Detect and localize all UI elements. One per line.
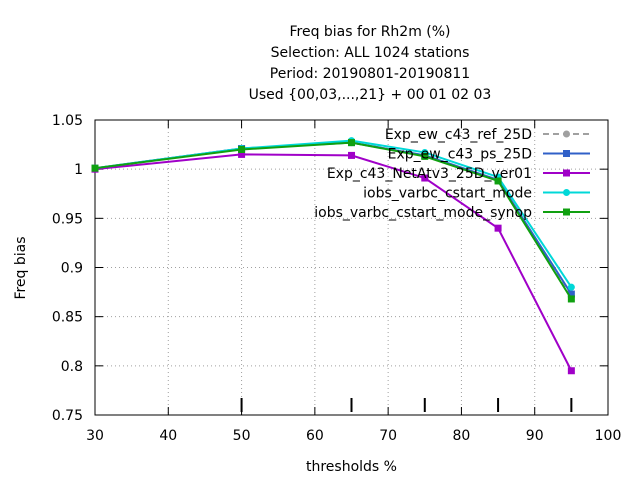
data-point [567,367,575,375]
data-point [348,151,355,159]
title-line: Freq bias for Rh2m (%) [289,24,450,40]
data-point [421,174,429,182]
legend-marker [563,169,570,177]
grid [95,120,608,415]
legend-marker [563,189,570,196]
series-layer [91,137,575,375]
y-tick-label: 1 [74,162,83,178]
x-tick-label: 70 [379,428,397,444]
x-tick-label: 80 [453,428,471,444]
title-line: Period: 20190801-20190811 [270,66,470,82]
data-point [567,290,575,298]
legend-label: Exp_c43_NetAtv3_25D_ver01 [327,166,532,182]
legend-label: iobs_varbc_cstart_mode_synop [314,205,532,221]
title-line: Selection: ALL 1024 stations [271,45,470,61]
data-point [421,152,429,160]
series-line [94,153,573,372]
y-tick-label: 0.9 [61,261,83,277]
data-point [567,295,575,303]
legend-label: Exp_ew_c43_ps_25D [388,147,532,163]
x-tick-label: 40 [159,428,177,444]
y-tick-label: 0.75 [52,408,83,424]
y-tick-label: 1.05 [52,113,83,129]
title-line: Used {00,03,...,21} + 00 01 02 03 [249,87,492,103]
x-tick-label: 60 [306,428,324,444]
legend-marker [563,150,570,157]
legend-label: iobs_varbc_cstart_mode [363,186,532,202]
data-point [494,224,502,232]
y-tick-label: 0.8 [61,359,83,375]
y-axis-label: Freq bias [13,236,29,299]
x-axis-label: thresholds % [306,459,397,475]
data-point [567,283,575,291]
data-point [494,177,502,185]
y-tick-label: 0.95 [52,211,83,227]
x-tick-label: 90 [526,428,544,444]
data-point [238,150,246,158]
x-tick-label: 50 [233,428,251,444]
x-tick-label: 100 [595,428,622,444]
legend-label: Exp_ew_c43_ref_25D [385,127,532,143]
data-point [238,146,246,153]
series-4 [91,139,575,303]
x-tick-label: 30 [86,428,104,444]
axis-ticks: 30 40 50 60 70 80 90 100 0.75 0.8 0.85 0.9 0.95 1 1.05 [52,113,622,444]
data-point [91,164,99,172]
legend-marker [563,208,570,216]
legend-marker [563,130,570,138]
series-line [94,141,573,300]
data-point [348,139,355,147]
legend: Exp_ew_c43_ref_25D Exp_ew_c43_ps_25D Exp_c… [314,127,590,221]
y-tick-label: 0.85 [52,310,83,326]
chart-title: Freq bias for Rh2m (%) Selection: ALL 102… [249,24,492,103]
